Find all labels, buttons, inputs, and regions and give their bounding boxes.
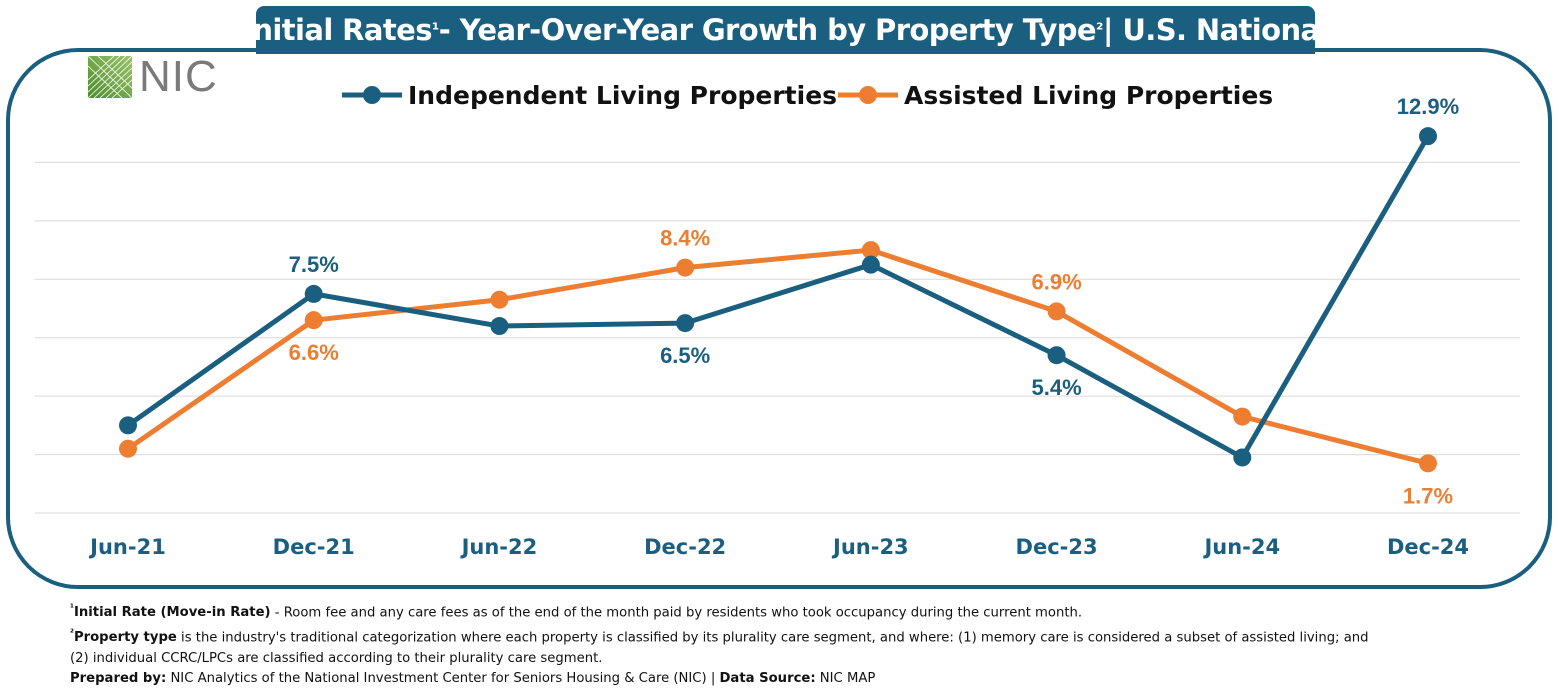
x-tick-label: Dec-21 xyxy=(273,535,355,559)
title-text-post: | U.S. National xyxy=(1102,13,1330,47)
data-source-label: Data Source: xyxy=(719,671,816,687)
data-point-assisted xyxy=(1233,407,1252,426)
data-label: 12.9% xyxy=(1397,94,1459,119)
nic-logo-text: NIC xyxy=(139,52,218,101)
x-tick-label: Dec-22 xyxy=(644,535,726,559)
title-text: Initial Rates xyxy=(242,13,432,47)
data-point-independent xyxy=(1047,346,1066,365)
prepared-by-label: Prepared by: xyxy=(70,671,167,687)
data-point-assisted xyxy=(490,290,509,309)
prepared-by-text: NIC Analytics of the National Investment… xyxy=(166,671,720,687)
data-source-text: NIC MAP xyxy=(815,671,876,687)
nic-logo-icon xyxy=(87,55,133,99)
footnote-2-text: is the industry's traditional categoriza… xyxy=(176,630,1369,646)
legend-label-independent: Independent Living Properties xyxy=(408,80,838,110)
legend-line-marker-assisted xyxy=(838,86,898,104)
legend-line-marker-independent xyxy=(342,86,402,104)
data-point-assisted xyxy=(304,311,323,330)
footnote-2: ²Property type is the industry's traditi… xyxy=(70,628,1369,646)
data-label: 6.6% xyxy=(289,340,339,365)
series-line-independent xyxy=(126,134,1431,460)
data-point-assisted xyxy=(1419,454,1437,473)
data-point-assisted xyxy=(1047,302,1066,321)
data-point-independent xyxy=(490,317,509,336)
credits: Prepared by: NIC Analytics of the Nation… xyxy=(70,669,1510,690)
legend-label-assisted: Assisted Living Properties xyxy=(904,80,1274,110)
x-tick-label: Dec-24 xyxy=(1387,535,1469,559)
data-point-independent xyxy=(1419,127,1437,146)
data-point-independent xyxy=(676,314,695,333)
data-point-assisted xyxy=(676,258,695,277)
data-label: 5.4% xyxy=(1031,375,1081,400)
x-tick-label: Jun-21 xyxy=(88,535,166,559)
chart-title: Initial Rates ¹ - Year-Over-Year Growth b… xyxy=(242,6,1329,54)
data-point-independent xyxy=(304,284,323,303)
footnotes: ¹Initial Rate (Move-in Rate) - Room fee … xyxy=(70,599,1510,690)
x-tick-label: Jun-24 xyxy=(1202,535,1280,559)
data-label: 1.7% xyxy=(1403,483,1453,508)
gridlines xyxy=(35,161,1520,514)
data-point-assisted xyxy=(119,439,137,458)
footnote-1-term: Initial Rate (Move-in Rate) xyxy=(73,605,271,621)
x-tick-label: Jun-22 xyxy=(460,535,538,559)
x-tick-label: Jun-23 xyxy=(831,535,909,559)
footnote-2-cont: (2) individual CCRC/LPCs are classified … xyxy=(70,650,603,666)
x-axis-labels: Jun-21 Dec-21 Jun-22 Dec-22 Jun-23 Dec-23 Jun-… xyxy=(88,535,1469,559)
data-label: 8.4% xyxy=(660,226,710,251)
data-label: 6.9% xyxy=(1031,269,1081,294)
data-label: 7.5% xyxy=(289,252,339,277)
footnote-1: ¹Initial Rate (Move-in Rate) - Room fee … xyxy=(70,604,1083,621)
x-tick-label: Dec-23 xyxy=(1016,535,1098,559)
data-labels: 7.5% 6.5% 5.4% 12.9% 6.6% 8.4% 6.9% 1.7% xyxy=(289,94,1460,508)
series-lines xyxy=(119,127,1437,473)
data-point-independent xyxy=(119,416,137,435)
footnote-2-term: Property type xyxy=(73,630,177,646)
legend-item-independent: Independent Living Properties xyxy=(340,78,837,112)
series-line-assisted xyxy=(126,247,1429,466)
nic-logo: NIC xyxy=(87,52,228,101)
data-point-independent xyxy=(1233,448,1252,467)
footnote-1-text: - Room fee and any care fees as of the e… xyxy=(270,605,1083,621)
legend-item-assisted: Assisted Living Properties xyxy=(836,78,1273,112)
title-text-mid: - Year-Over-Year Growth by Property Type xyxy=(438,13,1097,47)
title-footnote-mark-2: ² xyxy=(1095,20,1103,40)
data-label: 6.5% xyxy=(660,343,710,368)
data-point-assisted xyxy=(861,241,880,260)
data-point-independent xyxy=(861,255,880,274)
title-footnote-mark-1: ¹ xyxy=(431,20,439,40)
